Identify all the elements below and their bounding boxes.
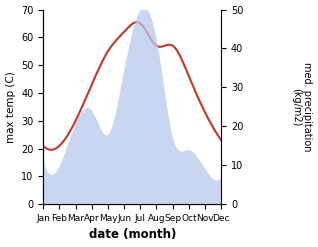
Y-axis label: max temp (C): max temp (C) <box>5 71 16 143</box>
X-axis label: date (month): date (month) <box>88 228 176 242</box>
Y-axis label: med. precipitation
(kg/m2): med. precipitation (kg/m2) <box>291 62 313 152</box>
